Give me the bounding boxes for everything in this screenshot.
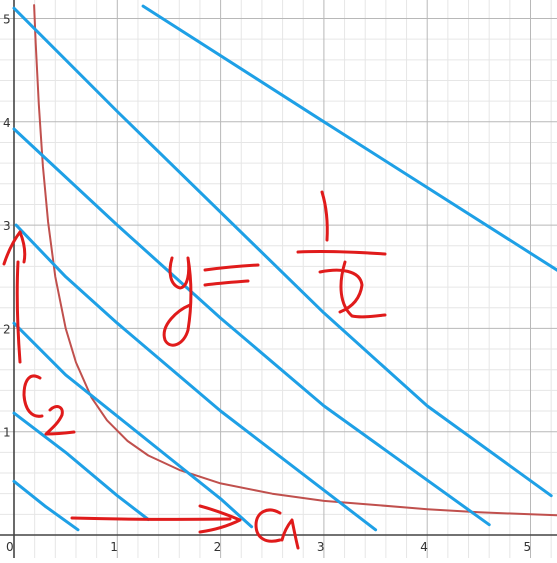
- handwriting-equals-bottom: [203, 279, 250, 287]
- blue-level-line: [12, 411, 150, 521]
- handwriting-c2-2: [44, 405, 76, 436]
- handwriting-y: [162, 256, 193, 347]
- y-tick-label: 3: [3, 219, 11, 233]
- annotation-c1: [70, 504, 300, 550]
- tick-labels: 0 1 2 3 4 5 1 2 3 4 5: [3, 13, 531, 555]
- blue-level-line: [14, 223, 378, 532]
- blue-level-line: [12, 127, 491, 527]
- x-tick-label: 3: [317, 540, 325, 554]
- series-group: [12, 4, 557, 532]
- y-tick-label: 2: [3, 322, 11, 336]
- handwriting-c1-c: [254, 508, 282, 543]
- x-tick-label: 4: [420, 540, 428, 554]
- handwriting-arrow-shaft: [70, 516, 232, 521]
- x-tick-label: 2: [214, 540, 222, 554]
- y-tick-label: 4: [3, 116, 11, 130]
- y-tick-label: 5: [3, 13, 11, 27]
- handwriting-annotations: [2, 190, 387, 550]
- handwriting-c2-c: [22, 374, 44, 418]
- handwriting-bracket-left: [2, 230, 27, 364]
- handwriting-c1-1: [280, 518, 300, 550]
- x-tick-label: 5: [524, 540, 532, 554]
- handwriting-equals-top: [203, 263, 260, 272]
- handwriting-fraction-bar: [296, 250, 387, 256]
- blue-level-line: [12, 321, 254, 529]
- y-tick-label: 1: [3, 426, 11, 440]
- handwriting-x: [318, 260, 387, 319]
- reciprocal-curve: [33, 4, 557, 517]
- blue-level-line: [141, 4, 557, 272]
- handwriting-one: [320, 190, 329, 242]
- handwriting-arrow-head: [198, 504, 242, 534]
- x-tick-label: 0: [6, 540, 14, 554]
- annotation-c2: [2, 230, 76, 436]
- blue-level-line: [12, 6, 553, 498]
- x-tick-label: 1: [110, 540, 118, 554]
- annotation-y-equals-one-over-x: [162, 190, 387, 347]
- blue-level-line: [12, 479, 80, 532]
